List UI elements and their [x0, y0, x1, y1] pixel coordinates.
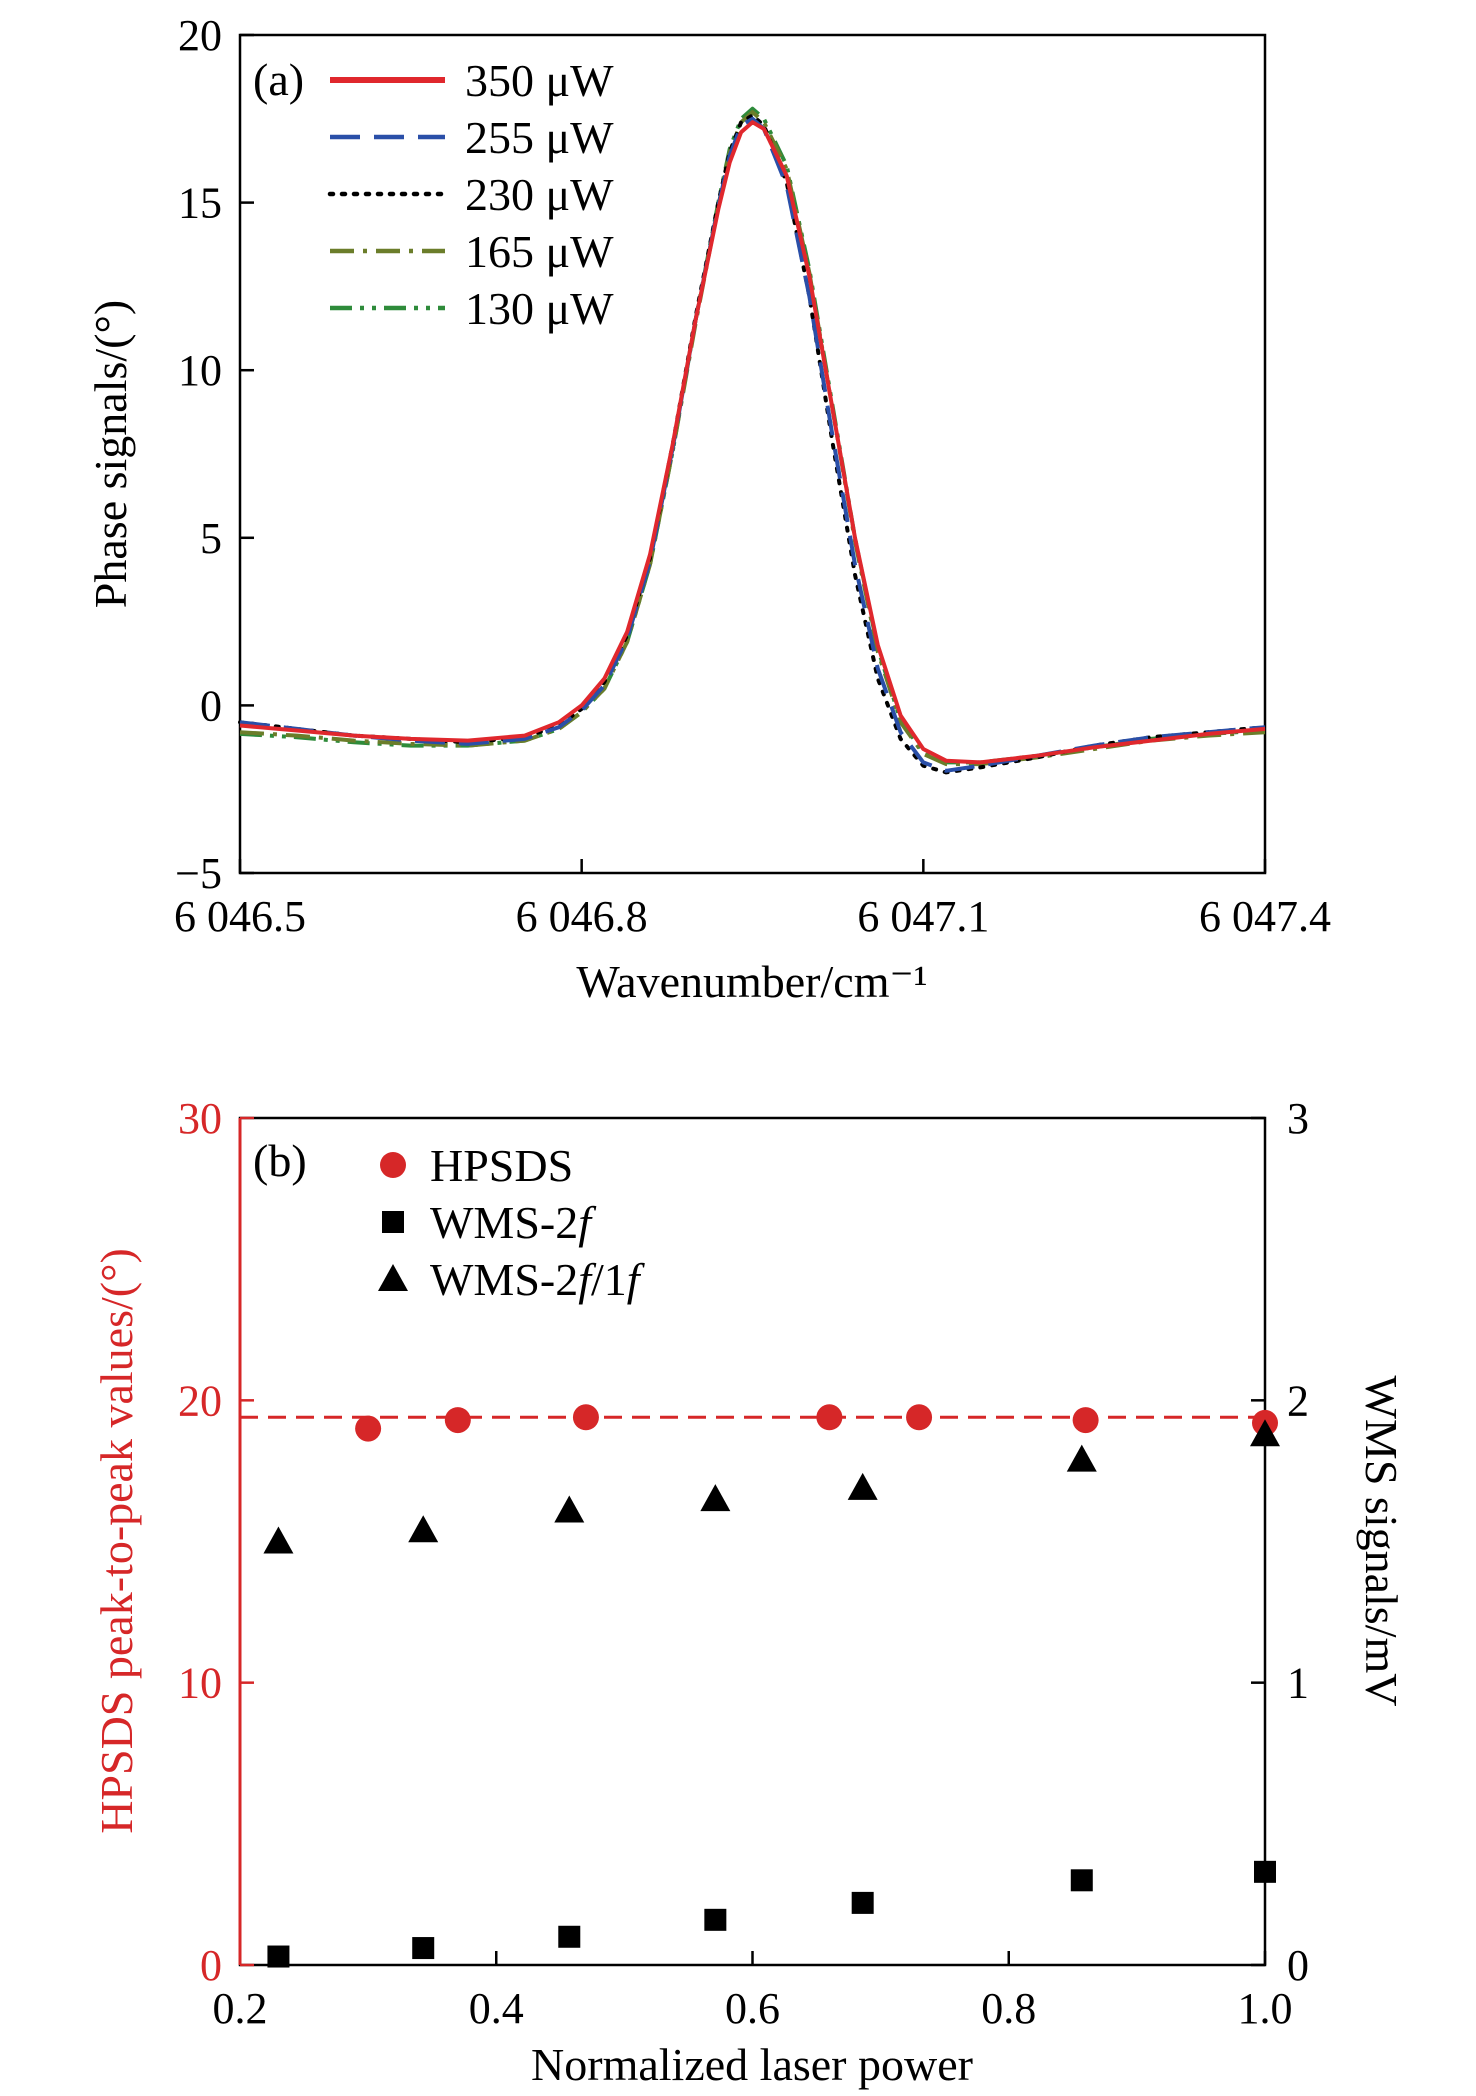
panel-b-right-y-tick-label: 1 [1287, 1659, 1309, 1708]
panel-b-x-tick-label: 0.6 [725, 1984, 780, 2033]
panel-b-left-y-tick-label: 0 [200, 1941, 222, 1990]
panel-a-series-line [239, 106, 1266, 765]
panel-b-series [240, 1404, 1280, 1968]
panel-b-left-y-axis-title: HPSDS peak-to-peak values/(°) [91, 1248, 142, 1834]
panel-a-series-line [238, 113, 1267, 775]
panel-b-right-y-tick-label: 0 [1287, 1941, 1309, 1990]
panel-b-right-y-axis-title: WMS signals/mV [1356, 1376, 1407, 1707]
panel-a-y-axis-title: Phase signals/(°) [85, 300, 136, 608]
panel-b-x-tick-label: 0.2 [213, 1984, 268, 2033]
panel-a-legend-label: 350 μW [465, 55, 614, 106]
panel-a-y-tick-label: 0 [200, 681, 222, 730]
panel-b-right-y-tick-label: 3 [1287, 1094, 1309, 1143]
panel-b-point-square [558, 1925, 581, 1948]
panel-b-legend-marker [382, 1211, 404, 1233]
panel-b-point-triangle [700, 1484, 731, 1512]
panel-b-point-circle [816, 1404, 843, 1431]
panel-a-legend-label: 255 μW [465, 112, 614, 163]
panel-b-point-circle [906, 1404, 933, 1431]
panel-b-point-triangle [1066, 1444, 1097, 1472]
panel-b-left-y-tick-label: 30 [178, 1094, 222, 1143]
panel-b-x-axis-title: Normalized laser power [531, 2039, 973, 2090]
panel-a-series-line [239, 116, 1266, 773]
panel-a-plot-frame [238, 33, 1267, 875]
panel-a-x-axis-title: Wavenumber/cm⁻¹ [576, 956, 927, 1007]
panel-b-label: (b) [253, 1135, 307, 1186]
panel-b-x-tick-label: 0.4 [469, 1984, 524, 2033]
panel-a-label: (a) [253, 54, 304, 105]
panel-b-legend-marker [378, 1264, 408, 1291]
panel-b-point-triangle [408, 1515, 439, 1543]
panel-b-x-tick-label: 1.0 [1238, 1984, 1293, 2033]
panel-b-point-square [851, 1891, 874, 1914]
panel-b-point-square [1254, 1860, 1276, 1883]
panel-b-right-y-tick-label: 2 [1287, 1376, 1309, 1425]
panel-a-series [238, 106, 1267, 775]
panel-b-point-triangle [847, 1472, 878, 1500]
panel-b-legend-label: WMS-2f/1f [430, 1254, 646, 1305]
panel-a-y-tick-label: 5 [200, 514, 222, 563]
panel-b-point-triangle [1250, 1419, 1280, 1447]
panel-b-legend-label: WMS-2f [430, 1197, 597, 1248]
panel-b-left-y-tick-label: 10 [178, 1659, 222, 1708]
panel-a-y-tick-label: 15 [178, 179, 222, 228]
panel-a-legend-label: 165 μW [465, 226, 614, 277]
panel-b-point-triangle [263, 1526, 294, 1554]
panel-a-y-tick-label: 20 [178, 11, 222, 60]
panel-b-left-y-tick-label: 20 [178, 1376, 222, 1425]
panel-b-point-circle [1072, 1407, 1099, 1434]
panel-a-x-tick-label: 6 046.5 [174, 892, 306, 941]
panel-b-legend: HPSDS WMS-2f WMS-2f/1f [378, 1140, 646, 1305]
panel-a-chart: 6 046.5 6 046.8 6 047.1 6 047.4 −5 0 5 10 15 20 (… [85, 11, 1331, 1007]
panel-b-point-triangle [554, 1495, 585, 1523]
panel-a-y-tick-label: −5 [175, 849, 222, 898]
panel-a-x-tick-label: 6 047.4 [1199, 892, 1331, 941]
panel-b-point-square [267, 1945, 290, 1968]
panel-a-x-tick-label: 6 046.8 [516, 892, 648, 941]
panel-b-point-circle [572, 1404, 599, 1431]
panel-b-plot-frame [238, 1116, 1267, 1967]
panel-a-legend-label: 230 μW [465, 169, 614, 220]
panel-b-point-square [412, 1937, 435, 1960]
panel-b-point-circle [355, 1415, 382, 1442]
panel-a-series-line [239, 120, 1266, 765]
panel-b-x-tick-label: 0.8 [981, 1984, 1036, 2033]
panel-a-legend: 350 μW 255 μW 230 μW 165 μW 130 μW [327, 55, 614, 334]
panel-b-point-square [1070, 1869, 1093, 1892]
panel-b-point-square [704, 1908, 727, 1931]
panel-a-series-line [239, 110, 1266, 767]
panel-a-y-tick-label: 10 [178, 346, 222, 395]
panel-b-point-circle [444, 1407, 471, 1434]
panel-a-ticks: 6 046.5 6 046.8 6 047.1 6 047.4 −5 0 5 10 15 20 [174, 11, 1331, 941]
panel-a-x-tick-label: 6 047.1 [857, 892, 989, 941]
panel-b-legend-marker [380, 1152, 406, 1178]
panel-a-legend-label: 130 μW [465, 283, 614, 334]
panel-b-legend-label: HPSDS [430, 1140, 573, 1191]
